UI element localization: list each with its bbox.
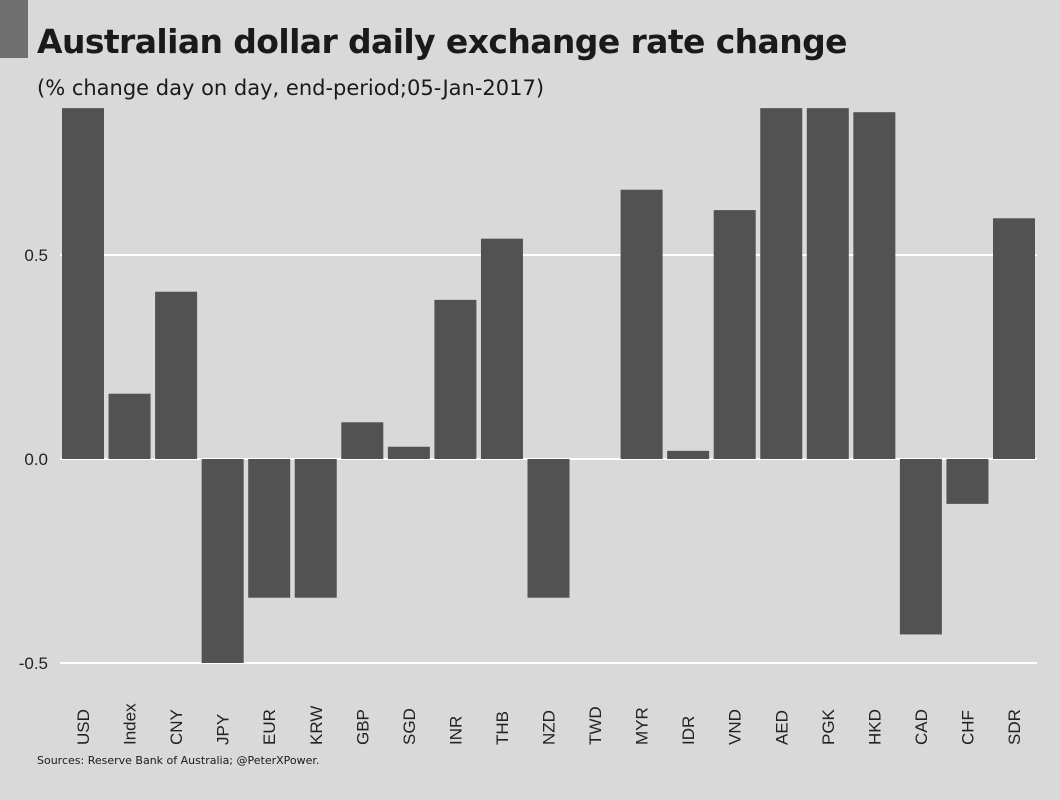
bar-krw <box>294 459 337 598</box>
chart-title: Australian dollar daily exchange rate ch… <box>37 22 848 61</box>
bar-hkd <box>853 112 896 459</box>
y-axis-ticks: -0.5 0.0 0.5 <box>19 246 48 673</box>
x-tick-label: JPY <box>214 714 233 745</box>
bar-sdr <box>993 218 1035 459</box>
bar-jpy <box>201 459 244 663</box>
x-tick-label: PGK <box>819 708 838 745</box>
bars <box>62 108 1035 663</box>
chart-subtitle: (% change day on day, end-period;05-Jan-… <box>37 76 545 100</box>
x-tick-label: EUR <box>260 709 279 745</box>
x-tick-label: CHF <box>958 710 977 745</box>
y-tick-label: 0.0 <box>24 450 48 469</box>
x-tick-label: KRW <box>307 706 326 745</box>
bar-pgk <box>806 108 849 460</box>
bar-nzd <box>527 459 570 598</box>
x-tick-label: GBP <box>353 709 372 745</box>
bar-sgd <box>387 446 430 459</box>
bar-index <box>108 393 151 459</box>
bar-thb <box>480 238 523 459</box>
bar-cny <box>155 291 198 459</box>
y-tick-label: 0.5 <box>24 246 48 265</box>
bar-gbp <box>341 422 384 459</box>
x-tick-label: MYR <box>633 707 652 745</box>
x-tick-label: CAD <box>912 709 931 745</box>
x-tick-label: THB <box>493 711 512 745</box>
x-tick-label: INR <box>446 716 465 745</box>
corner-accent <box>0 0 28 58</box>
bar-cad <box>899 459 942 635</box>
x-tick-label: IDR <box>679 716 698 745</box>
x-tick-label: HKD <box>865 709 884 745</box>
x-tick-label: CNY <box>167 709 186 745</box>
x-tick-label: NZD <box>540 710 559 745</box>
x-tick-label: VND <box>726 709 745 745</box>
bar-eur <box>248 459 291 598</box>
bar-vnd <box>713 210 756 459</box>
x-tick-label: USD <box>74 709 93 745</box>
x-tick-label: TWD <box>586 706 605 745</box>
bar-chf <box>946 459 989 504</box>
bar-inr <box>434 299 477 459</box>
bar-myr <box>620 189 663 459</box>
y-tick-label: -0.5 <box>19 654 48 673</box>
x-axis-labels: USD Index CNY JPY EUR KRW GBP SGD INR THB NZD TWD MY… <box>74 703 1024 745</box>
source-note: Sources: Reserve Bank of Australia; @Pet… <box>37 754 320 767</box>
bar-usd <box>62 108 104 460</box>
bar-idr <box>667 450 710 459</box>
x-tick-label: AED <box>772 710 791 745</box>
x-tick-label: SGD <box>400 708 419 745</box>
x-tick-label: Index <box>121 703 140 745</box>
x-tick-label: SDR <box>1005 709 1024 745</box>
bar-aed <box>760 108 803 460</box>
